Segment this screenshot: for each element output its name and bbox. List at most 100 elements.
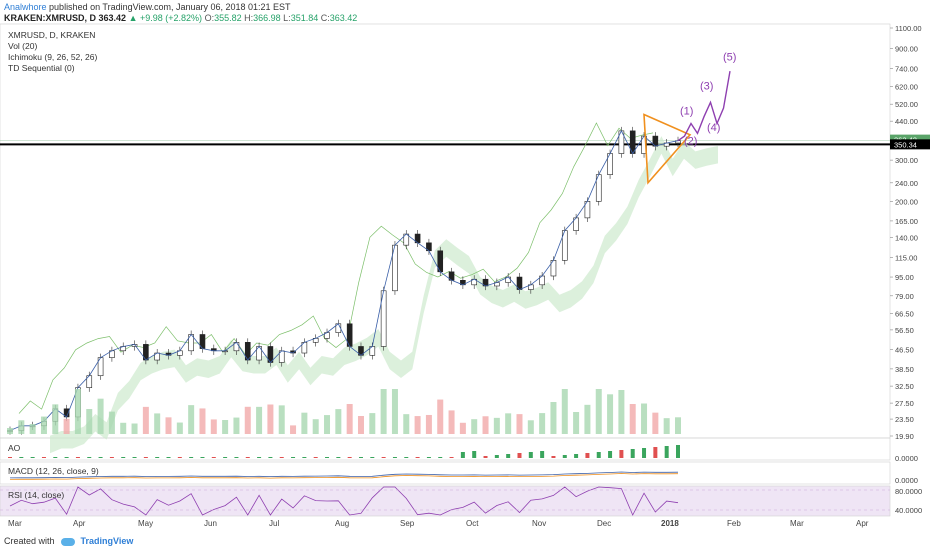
macd-line	[9, 471, 679, 479]
level-badge	[890, 139, 930, 150]
volume-bar	[131, 423, 138, 434]
rsi-pane-label[interactable]: RSI (14, close)	[8, 490, 65, 500]
volume-bar	[120, 422, 127, 434]
volume-bar	[222, 420, 229, 434]
ao-bar	[53, 457, 58, 458]
x-tick-label: Apr	[73, 519, 86, 528]
volume-bar	[493, 417, 500, 434]
volume-bar	[471, 419, 478, 434]
tradingview-logo[interactable]: TradingView	[80, 536, 134, 546]
triangle-pattern	[643, 113, 692, 185]
volume-bar	[7, 428, 13, 434]
ao-bar	[75, 457, 80, 458]
macd-tick: 0.0000	[895, 476, 918, 485]
rsi-pane-frame	[0, 485, 891, 517]
x-tick-label: Jul	[269, 519, 279, 528]
legend-td-sequential[interactable]: TD Sequential (0)	[8, 63, 75, 73]
ao-bar	[449, 457, 454, 458]
ao-bar	[166, 457, 171, 458]
author-link[interactable]: Analwhore	[4, 2, 47, 12]
close-label: C:	[320, 13, 330, 23]
ao-pane-frame	[0, 437, 891, 461]
ao-pane-label[interactable]: AO	[8, 443, 21, 453]
volume-bar	[86, 409, 93, 434]
volume-bar	[256, 406, 263, 434]
macd-pane-frame	[0, 461, 891, 485]
x-tick-label: 2018	[661, 519, 679, 528]
x-tick-label: Nov	[532, 519, 546, 528]
macd-pane-label[interactable]: MACD (12, 26, close, 9)	[8, 466, 99, 476]
ao-bar	[676, 445, 680, 458]
legend-symbol[interactable]: XMRUSD, D, KRAKEN	[8, 30, 96, 40]
last-price: 363.42	[98, 13, 127, 23]
ao-bar	[347, 457, 352, 458]
ao-tick: 0.0000	[895, 454, 918, 463]
volume-bar	[573, 412, 580, 434]
ao-bar	[370, 457, 375, 458]
volume-bar	[448, 410, 455, 434]
indicator-legend: XMRUSD, D, KRAKEN Vol (20) Ichimoku (9, …	[8, 30, 97, 74]
volume-bar	[142, 406, 149, 434]
y-tick-label: 27.50	[895, 399, 914, 408]
ao-bar	[19, 457, 24, 458]
volume-bar	[97, 398, 104, 434]
ao-bar	[313, 457, 318, 458]
ao-bar	[472, 451, 477, 458]
volume-bar	[278, 405, 285, 434]
volume-bar	[414, 416, 421, 434]
volume-bar	[641, 403, 648, 434]
ao-bar	[460, 452, 465, 458]
volume-bar	[369, 413, 376, 434]
volume-bar	[380, 389, 387, 434]
ao-bar	[664, 446, 669, 458]
legend-ichimoku[interactable]: Ichimoku (9, 26, 52, 26)	[8, 52, 98, 62]
volume-bar	[324, 415, 331, 434]
y-tick-label: 1100.00	[895, 24, 922, 33]
volume-bar	[346, 404, 353, 434]
y-tick-label: 38.50	[895, 365, 914, 374]
y-tick-label: 440.00	[895, 117, 918, 126]
wave-label: (3)	[700, 81, 713, 93]
y-tick-label: 95.00	[895, 273, 914, 282]
volume-bar	[391, 389, 398, 434]
ao-bar	[189, 457, 194, 458]
volume-bar	[675, 417, 681, 434]
volume-bar	[652, 412, 659, 434]
ao-bar	[30, 457, 35, 458]
ao-bar	[528, 452, 533, 458]
ao-bar	[608, 451, 613, 458]
x-tick-label: Jun	[204, 519, 217, 528]
ao-bar	[245, 457, 250, 458]
volume-bar	[290, 425, 297, 434]
ao-bar	[540, 451, 545, 458]
ao-bar	[517, 453, 522, 458]
ao-bar	[404, 457, 409, 458]
ao-bar	[392, 457, 397, 458]
volume-bar	[357, 416, 364, 434]
elliott-wave-projection	[677, 70, 731, 142]
ao-bar	[291, 457, 296, 458]
ao-bar	[562, 455, 567, 458]
ao-bar	[358, 457, 363, 458]
ao-bar	[223, 457, 228, 458]
y-tick-label: 32.50	[895, 382, 914, 391]
volume-bar	[459, 422, 466, 434]
legend-volume[interactable]: Vol (20)	[8, 41, 38, 51]
y-tick-label: 66.50	[895, 309, 914, 318]
volume-bar	[176, 422, 183, 434]
volume-bar	[505, 413, 512, 434]
footer-created: Created with	[4, 536, 55, 546]
ao-bar	[438, 457, 443, 458]
ao-bar	[279, 457, 284, 458]
ao-bar	[234, 457, 239, 458]
ao-bar	[132, 457, 137, 458]
low-value: 351.84	[290, 13, 319, 23]
volume-bar	[188, 405, 195, 434]
volume-bar	[52, 404, 59, 434]
ao-bar	[483, 456, 488, 458]
volume-bar	[108, 411, 115, 434]
ao-bar	[8, 457, 12, 458]
y-tick-label: 140.00	[895, 234, 918, 243]
y-tick-label: 46.50	[895, 346, 914, 355]
